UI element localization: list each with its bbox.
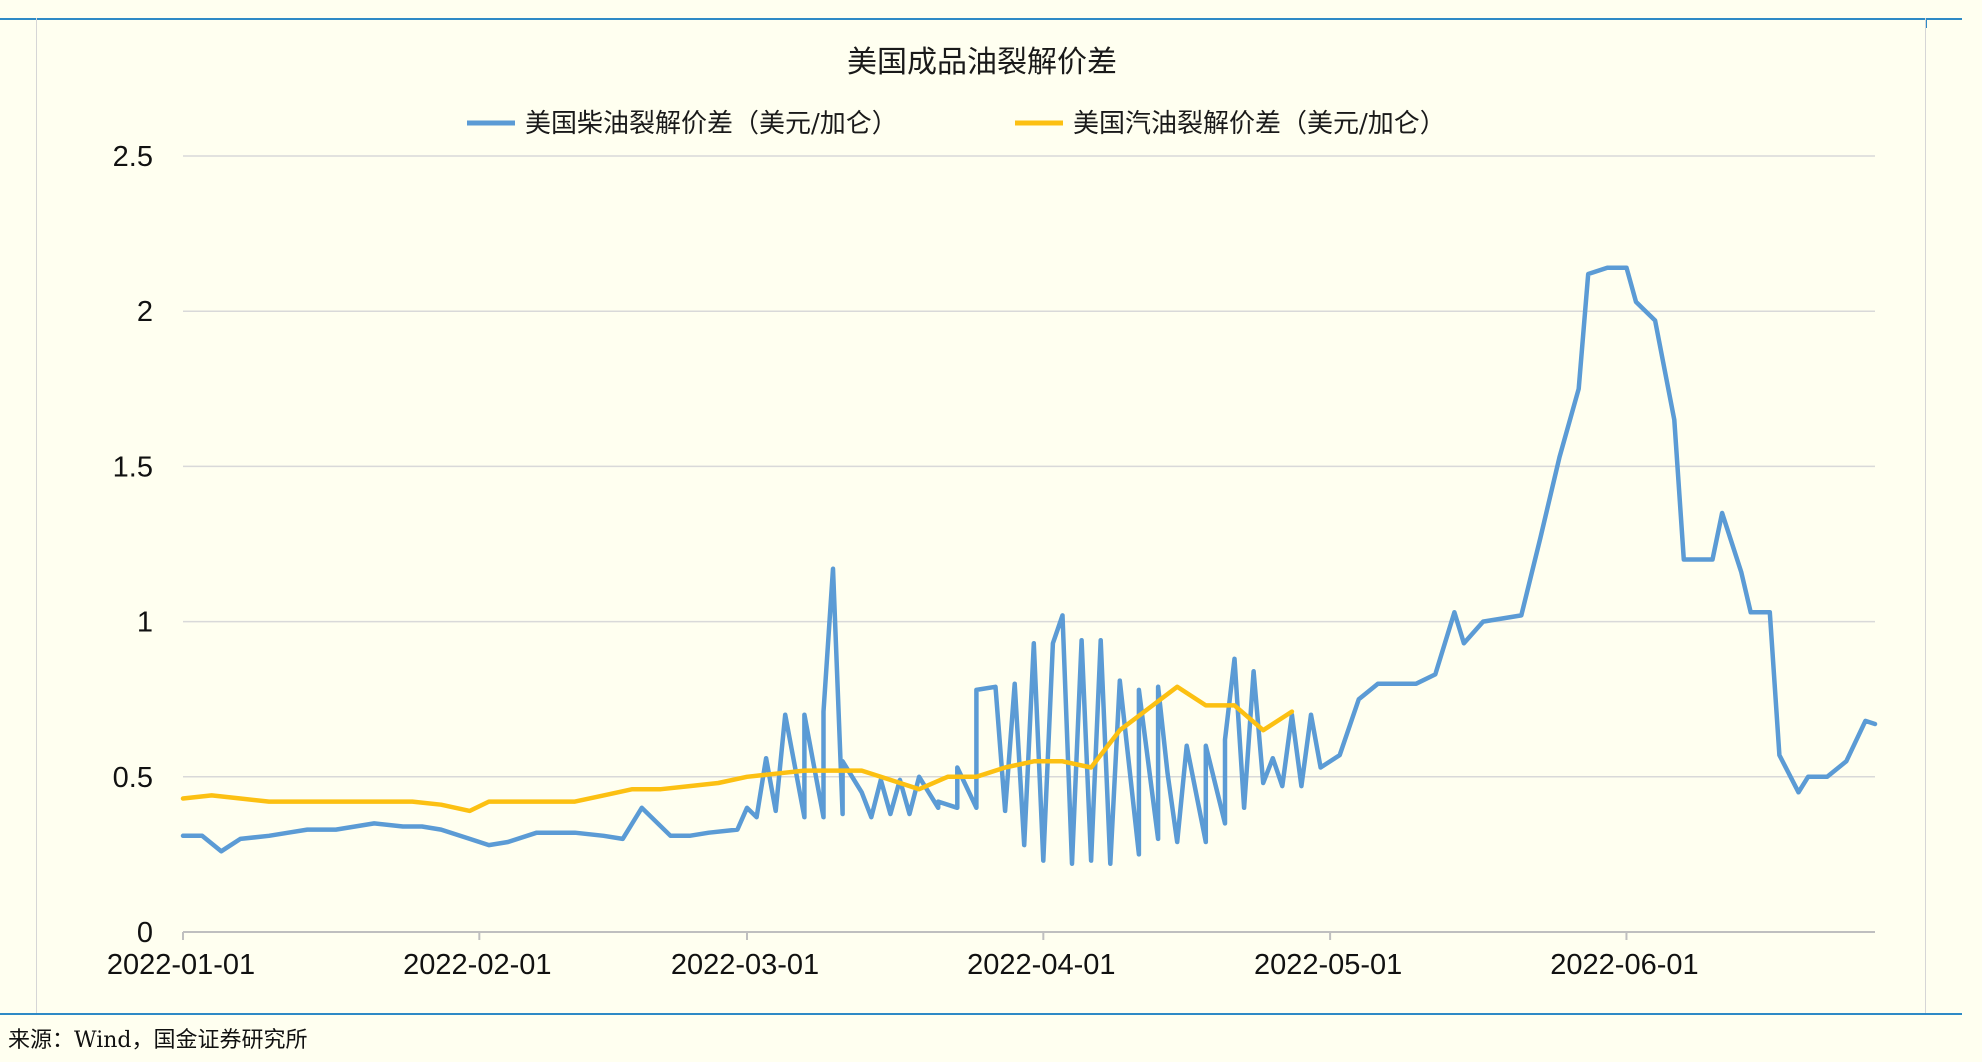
top-rule xyxy=(0,18,1962,20)
legend-label-diesel: 美国柴油裂解价差（美元/加仑） xyxy=(525,109,898,139)
chart-frame xyxy=(36,18,1926,1013)
chart-svg: 美国成品油裂解价差 美国柴油裂解价差（美元/加仑） 美国汽油裂解价差（美元/加仑… xyxy=(107,45,1878,981)
y-tick-label: 0 xyxy=(137,917,153,949)
legend: 美国柴油裂解价差（美元/加仑） 美国汽油裂解价差（美元/加仑） xyxy=(467,109,1446,139)
bottom-rule xyxy=(0,1013,1962,1015)
x-tick-label: 2022-06-01 xyxy=(1550,949,1698,981)
x-tick-label: 2022-02-01 xyxy=(403,949,551,981)
y-tick-label: 2.5 xyxy=(113,141,153,173)
x-tick-label: 2022-04-01 xyxy=(967,949,1115,981)
grid xyxy=(183,155,1875,778)
y-tick-label: 1.5 xyxy=(113,451,153,483)
y-tick-label: 0.5 xyxy=(113,762,153,794)
y-tick-label: 1 xyxy=(137,607,153,639)
x-tick-label: 2022-01-01 xyxy=(107,949,255,981)
axes: 0 0.5 1 1.5 2 2.5 2022-01-01 2022-02-01 2022-03-… xyxy=(107,141,1875,981)
x-tick-label: 2022-05-01 xyxy=(1254,949,1402,981)
series-line-diesel xyxy=(180,265,1878,866)
y-tick-label: 2 xyxy=(137,296,153,328)
legend-label-gasoline: 美国汽油裂解价差（美元/加仑） xyxy=(1073,109,1446,139)
x-tick-label: 2022-03-01 xyxy=(671,949,819,981)
top-rule-tick xyxy=(1925,18,1927,28)
source-note: 来源：Wind，国金证券研究所 xyxy=(8,1028,308,1053)
chart-title: 美国成品油裂解价差 xyxy=(847,45,1117,80)
series-group xyxy=(180,265,1878,866)
series-line-gasoline xyxy=(180,684,1295,814)
